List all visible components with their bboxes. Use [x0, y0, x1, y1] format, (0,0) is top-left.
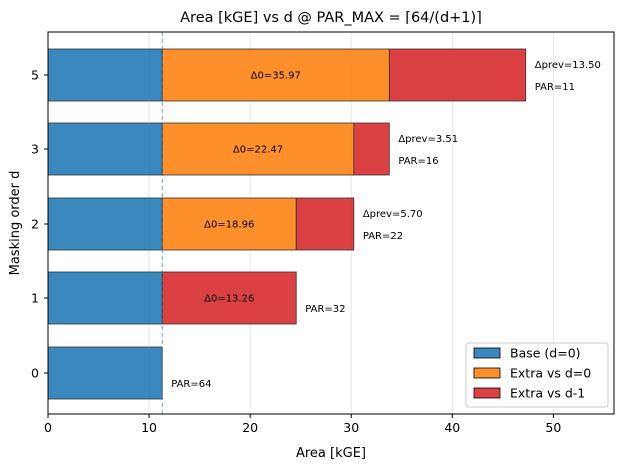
- y-axis-label: Masking order d: [8, 171, 23, 276]
- x-tick-label: 10: [141, 420, 157, 435]
- bar-annotations: PAR=64 Δ0=13.26 PAR=32 Δ0=18.96 Δprev=5.70 PA…: [171, 60, 601, 390]
- bars: [47, 48, 527, 400]
- y-tick-label: 1: [31, 291, 39, 306]
- extra-vs-dprev-bar: [161, 271, 297, 325]
- delta-prev-label: Δprev=3.51: [398, 134, 458, 145]
- extra-vs-dprev-bar: [353, 122, 390, 176]
- par-label: PAR=16: [398, 156, 438, 167]
- y-tick-label: 5: [31, 68, 39, 83]
- x-tick-label: 30: [343, 420, 359, 435]
- extra-vs-dprev-bar: [295, 197, 355, 251]
- extra-vs-d0-bar: [161, 122, 355, 176]
- base-bar: [47, 122, 163, 176]
- par-label: PAR=11: [535, 82, 575, 93]
- delta-prev-label: Δprev=5.70: [363, 209, 423, 220]
- base-bar: [47, 48, 163, 102]
- base-bar: [47, 271, 163, 325]
- y-axis: 0 1 2 3 5: [31, 68, 48, 381]
- legend: Base (d=0) Extra vs d=0 Extra vs d-1: [465, 342, 609, 408]
- legend-box: [465, 342, 609, 408]
- legend-swatch: [473, 387, 501, 399]
- par-label: PAR=64: [171, 379, 211, 390]
- par-label: PAR=22: [363, 231, 403, 242]
- base-bar: [47, 346, 163, 400]
- y-tick-label: 0: [31, 366, 39, 381]
- x-tick-label: 50: [545, 420, 561, 435]
- y-tick-label: 2: [31, 217, 39, 232]
- x-tick-label: 40: [444, 420, 460, 435]
- x-tick-label: 0: [44, 420, 52, 435]
- x-tick-label: 20: [242, 420, 258, 435]
- plot-frame: [47, 31, 615, 415]
- base-bar: [47, 197, 163, 251]
- legend-entry-label: Base (d=0): [510, 346, 581, 361]
- legend-entry-label: Extra vs d=0: [510, 366, 591, 381]
- legend-swatch: [473, 367, 501, 379]
- extra-vs-d0-bar: [161, 48, 390, 102]
- y-tick-label: 3: [31, 142, 39, 157]
- x-axis-label: Area [kGE]: [296, 446, 366, 461]
- delta0-label: Δ0=13.26: [204, 294, 254, 305]
- legend-entry-label: Extra vs d-1: [510, 386, 585, 401]
- extra-vs-dprev-bar: [388, 48, 527, 102]
- chart-title: Area [kGE] vs d @ PAR_MAX = ⌈64/(d+1)⌉: [180, 10, 482, 26]
- legend-swatch: [473, 347, 501, 359]
- delta-prev-label: Δprev=13.50: [535, 60, 601, 71]
- delta0-label: Δ0=18.96: [204, 220, 254, 231]
- delta0-label: Δ0=22.47: [233, 145, 283, 156]
- x-axis: 0 10 20 30 40 50: [44, 414, 561, 435]
- delta0-label: Δ0=35.97: [251, 71, 301, 82]
- par-label: PAR=32: [305, 304, 345, 315]
- extra-vs-d0-bar: [161, 197, 297, 251]
